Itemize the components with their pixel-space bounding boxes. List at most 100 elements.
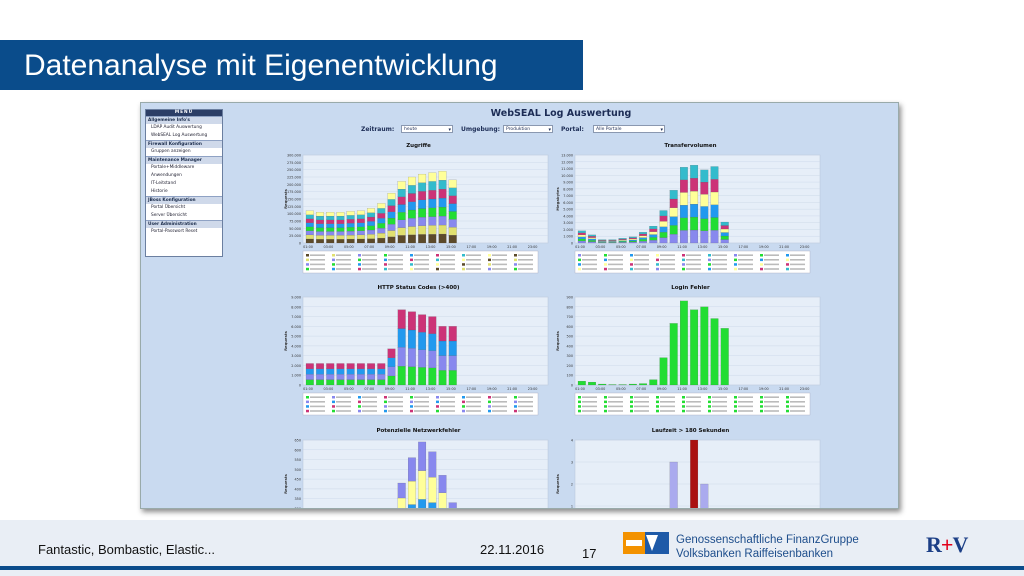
bar-segment — [408, 201, 416, 211]
legend-swatch — [332, 405, 335, 408]
legend-text — [336, 254, 351, 256]
legend-swatch — [604, 400, 607, 404]
menu-item[interactable]: Gruppen anzeigen — [151, 149, 191, 154]
y-tick-label: 0 — [299, 384, 301, 388]
legend-text — [518, 410, 533, 412]
bar-segment — [690, 178, 699, 192]
legend-swatch — [734, 258, 737, 262]
y-tick-label: 900 — [567, 296, 573, 300]
legend-text — [414, 259, 429, 261]
x-tick-label: 19:00 — [759, 387, 769, 391]
menu-item[interactable]: Portale+Middleware — [151, 165, 195, 170]
umgebung-select[interactable]: Produktion ▾ — [503, 125, 553, 133]
menu-item[interactable]: Historie — [151, 189, 168, 194]
bar-segment — [356, 230, 365, 236]
legend-text — [492, 268, 507, 270]
legend-swatch — [332, 409, 335, 413]
bar-segment — [387, 211, 396, 219]
zeitraum-select[interactable]: heute ▾ — [401, 125, 453, 133]
legend-swatch — [630, 396, 633, 399]
legend-text — [712, 254, 727, 256]
legend-text — [518, 263, 533, 266]
legend-text — [440, 401, 455, 403]
legend-swatch — [578, 254, 581, 257]
bar-segment — [356, 218, 365, 223]
bar-segment — [305, 374, 314, 380]
bar-segment — [336, 212, 345, 217]
y-tick-label: 800 — [567, 305, 573, 309]
y-tick-label: 600 — [567, 325, 573, 329]
bar-segment — [367, 225, 375, 231]
bar-segment — [316, 223, 324, 228]
slide-title: Datenanalyse mit Eigenentwicklung — [24, 49, 498, 82]
legend-text — [712, 410, 727, 412]
legend-text — [634, 259, 649, 261]
x-tick-label: 01:00 — [575, 387, 585, 391]
legend-swatch — [734, 254, 737, 257]
side-menu: MENÜ Allgemeine Info's LDAP Audit Auswertu… — [145, 109, 223, 257]
legend-swatch — [332, 254, 335, 257]
y-tick-label: 2.000 — [563, 228, 573, 232]
y-tick-label: 300 — [567, 354, 573, 358]
bar-segment — [700, 218, 709, 231]
x-tick-label: 09:00 — [385, 245, 395, 249]
legend-swatch — [358, 396, 361, 399]
portal-label: Portal: — [561, 126, 584, 133]
legend-text — [466, 263, 481, 266]
bar-segment — [418, 182, 427, 192]
bar-segment — [448, 195, 457, 204]
legend-text — [336, 405, 351, 408]
menu-item[interactable]: Portal-Passwort Reset — [151, 229, 198, 234]
portal-select[interactable]: Alle Portale ▾ — [593, 125, 665, 133]
bar-segment — [680, 300, 688, 386]
menu-item[interactable]: Portal Übersicht — [151, 205, 186, 210]
menu-item[interactable]: LDAP Audit Auswertung — [151, 125, 202, 130]
bar-segment — [397, 212, 406, 220]
legend-swatch — [306, 267, 309, 271]
menu-item[interactable]: IT-Leitstand — [151, 181, 176, 186]
bar-segment — [316, 227, 324, 232]
legend-swatch — [682, 254, 685, 257]
bar-segment — [659, 210, 668, 216]
legend-text — [466, 410, 481, 412]
bar-segment — [377, 203, 386, 209]
legend-swatch — [734, 405, 737, 408]
bottom-stripe — [0, 566, 1024, 570]
legend-swatch — [462, 396, 465, 399]
bar-segment — [659, 226, 668, 233]
bar-segment — [346, 211, 355, 216]
bar-segment — [700, 206, 709, 219]
legend-text — [686, 254, 701, 256]
legend-swatch — [708, 263, 711, 266]
y-tick-label: 1.000 — [291, 374, 301, 378]
legend-swatch — [436, 263, 439, 266]
x-tick-label: 13:00 — [698, 245, 708, 249]
y-tick-label: 250.000 — [287, 168, 301, 172]
menu-item[interactable]: WebSEAL Log Auswertung — [151, 133, 208, 138]
legend-swatch — [604, 267, 607, 271]
y-tick-label: 75.000 — [289, 220, 301, 224]
menu-item[interactable]: Anwendungen — [151, 173, 182, 178]
bar-segment — [438, 233, 447, 244]
menu-section-title: Maintenance Manager — [146, 156, 222, 164]
menu-item[interactable]: Server Übersicht — [151, 213, 187, 218]
bar-segment — [448, 227, 457, 236]
legend-text — [492, 259, 507, 261]
legend-swatch — [656, 396, 659, 399]
bar-segment — [387, 366, 396, 377]
y-tick-label: 4 — [571, 439, 573, 443]
legend-swatch — [656, 409, 659, 413]
bar-segment — [438, 475, 447, 493]
app-screenshot: MENÜ Allgemeine Info's LDAP Audit Auswertu… — [140, 102, 899, 509]
legend-box — [574, 250, 811, 274]
legend-swatch — [682, 405, 685, 408]
y-tick-label: 3.000 — [291, 354, 301, 358]
legend-text — [790, 396, 805, 398]
bar-segment — [346, 219, 355, 224]
bar-segment — [346, 227, 355, 232]
bar-segment — [577, 240, 586, 244]
legend-swatch — [488, 400, 491, 404]
legend-text — [608, 396, 623, 398]
legend-text — [310, 259, 325, 261]
legend-swatch — [786, 405, 789, 408]
